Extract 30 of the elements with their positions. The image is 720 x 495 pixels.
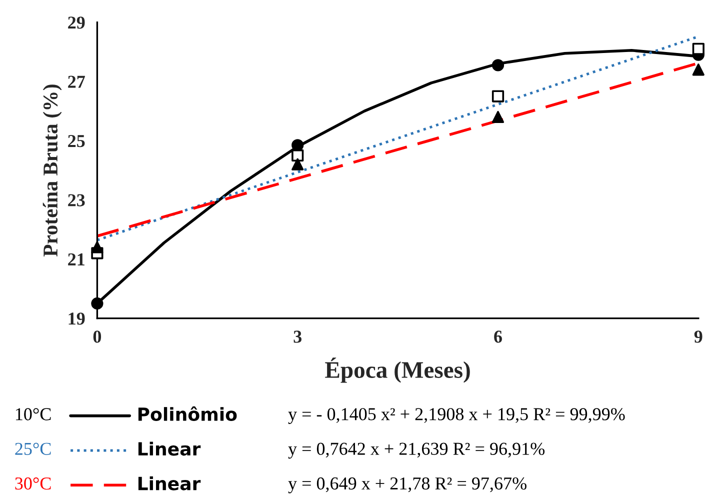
point	[492, 90, 504, 102]
legend-label: Linear	[138, 476, 201, 490]
y-tick-label: 29	[68, 16, 85, 29]
x-tick-label: 0	[93, 330, 102, 343]
x-tick-label: 3	[294, 330, 302, 343]
legend-label: Linear	[138, 442, 201, 456]
x-tick-label: 6	[494, 330, 502, 343]
point	[292, 158, 304, 170]
point	[492, 59, 504, 72]
text: y = 0,7642 x + 21,639 R² = 96,91%	[288, 442, 545, 459]
point	[492, 110, 504, 124]
x-axis-title: Época (Meses)	[325, 358, 470, 383]
legend-label: Polinômio	[138, 406, 237, 422]
y-tick-label: 27	[68, 76, 85, 88]
text: 10°C	[16, 408, 51, 420]
y-tick-label: 19	[68, 312, 85, 325]
point	[692, 64, 704, 76]
point	[91, 241, 104, 254]
text: y = 0,649 x + 21,78 R² = 97,67%	[288, 477, 526, 494]
text: y = - 0,1405 x² + 2,1908 x + 19,5 R² = 99,99%	[288, 408, 625, 424]
point	[91, 297, 104, 310]
y-tick-label: 21	[68, 253, 84, 266]
x-tick-label: 9	[694, 330, 702, 343]
y-tick-label: 25	[68, 134, 85, 148]
y-axis-title: Proteína Bruta (%)	[42, 84, 62, 257]
point	[692, 42, 704, 55]
text: 25°C	[15, 442, 51, 455]
y-tick-label: 23	[68, 194, 85, 206]
point	[292, 149, 304, 162]
text: 30°C	[15, 477, 51, 490]
